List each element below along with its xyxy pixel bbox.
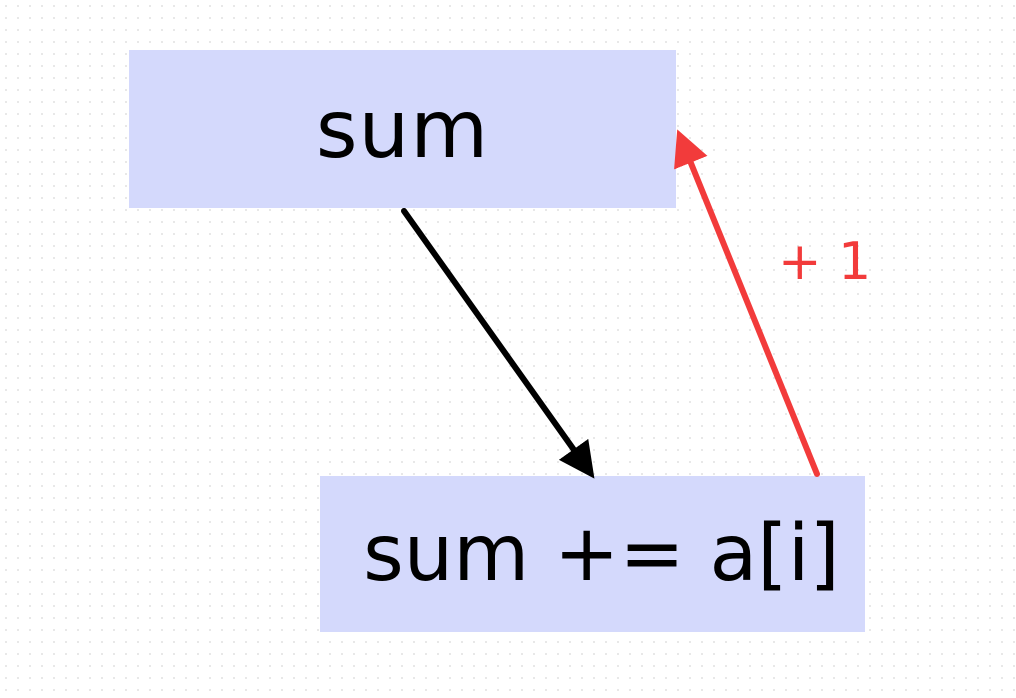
sum-update-node-label: sum += a[i] xyxy=(363,509,840,599)
sum-update-node: sum += a[i] xyxy=(320,476,865,632)
flow-arrow xyxy=(401,208,595,479)
sum-node: sum xyxy=(129,50,676,208)
feedback-arrow-label: + 1 xyxy=(778,232,872,292)
sum-node-label: sum xyxy=(315,82,490,176)
feedback-arrow xyxy=(674,129,820,477)
